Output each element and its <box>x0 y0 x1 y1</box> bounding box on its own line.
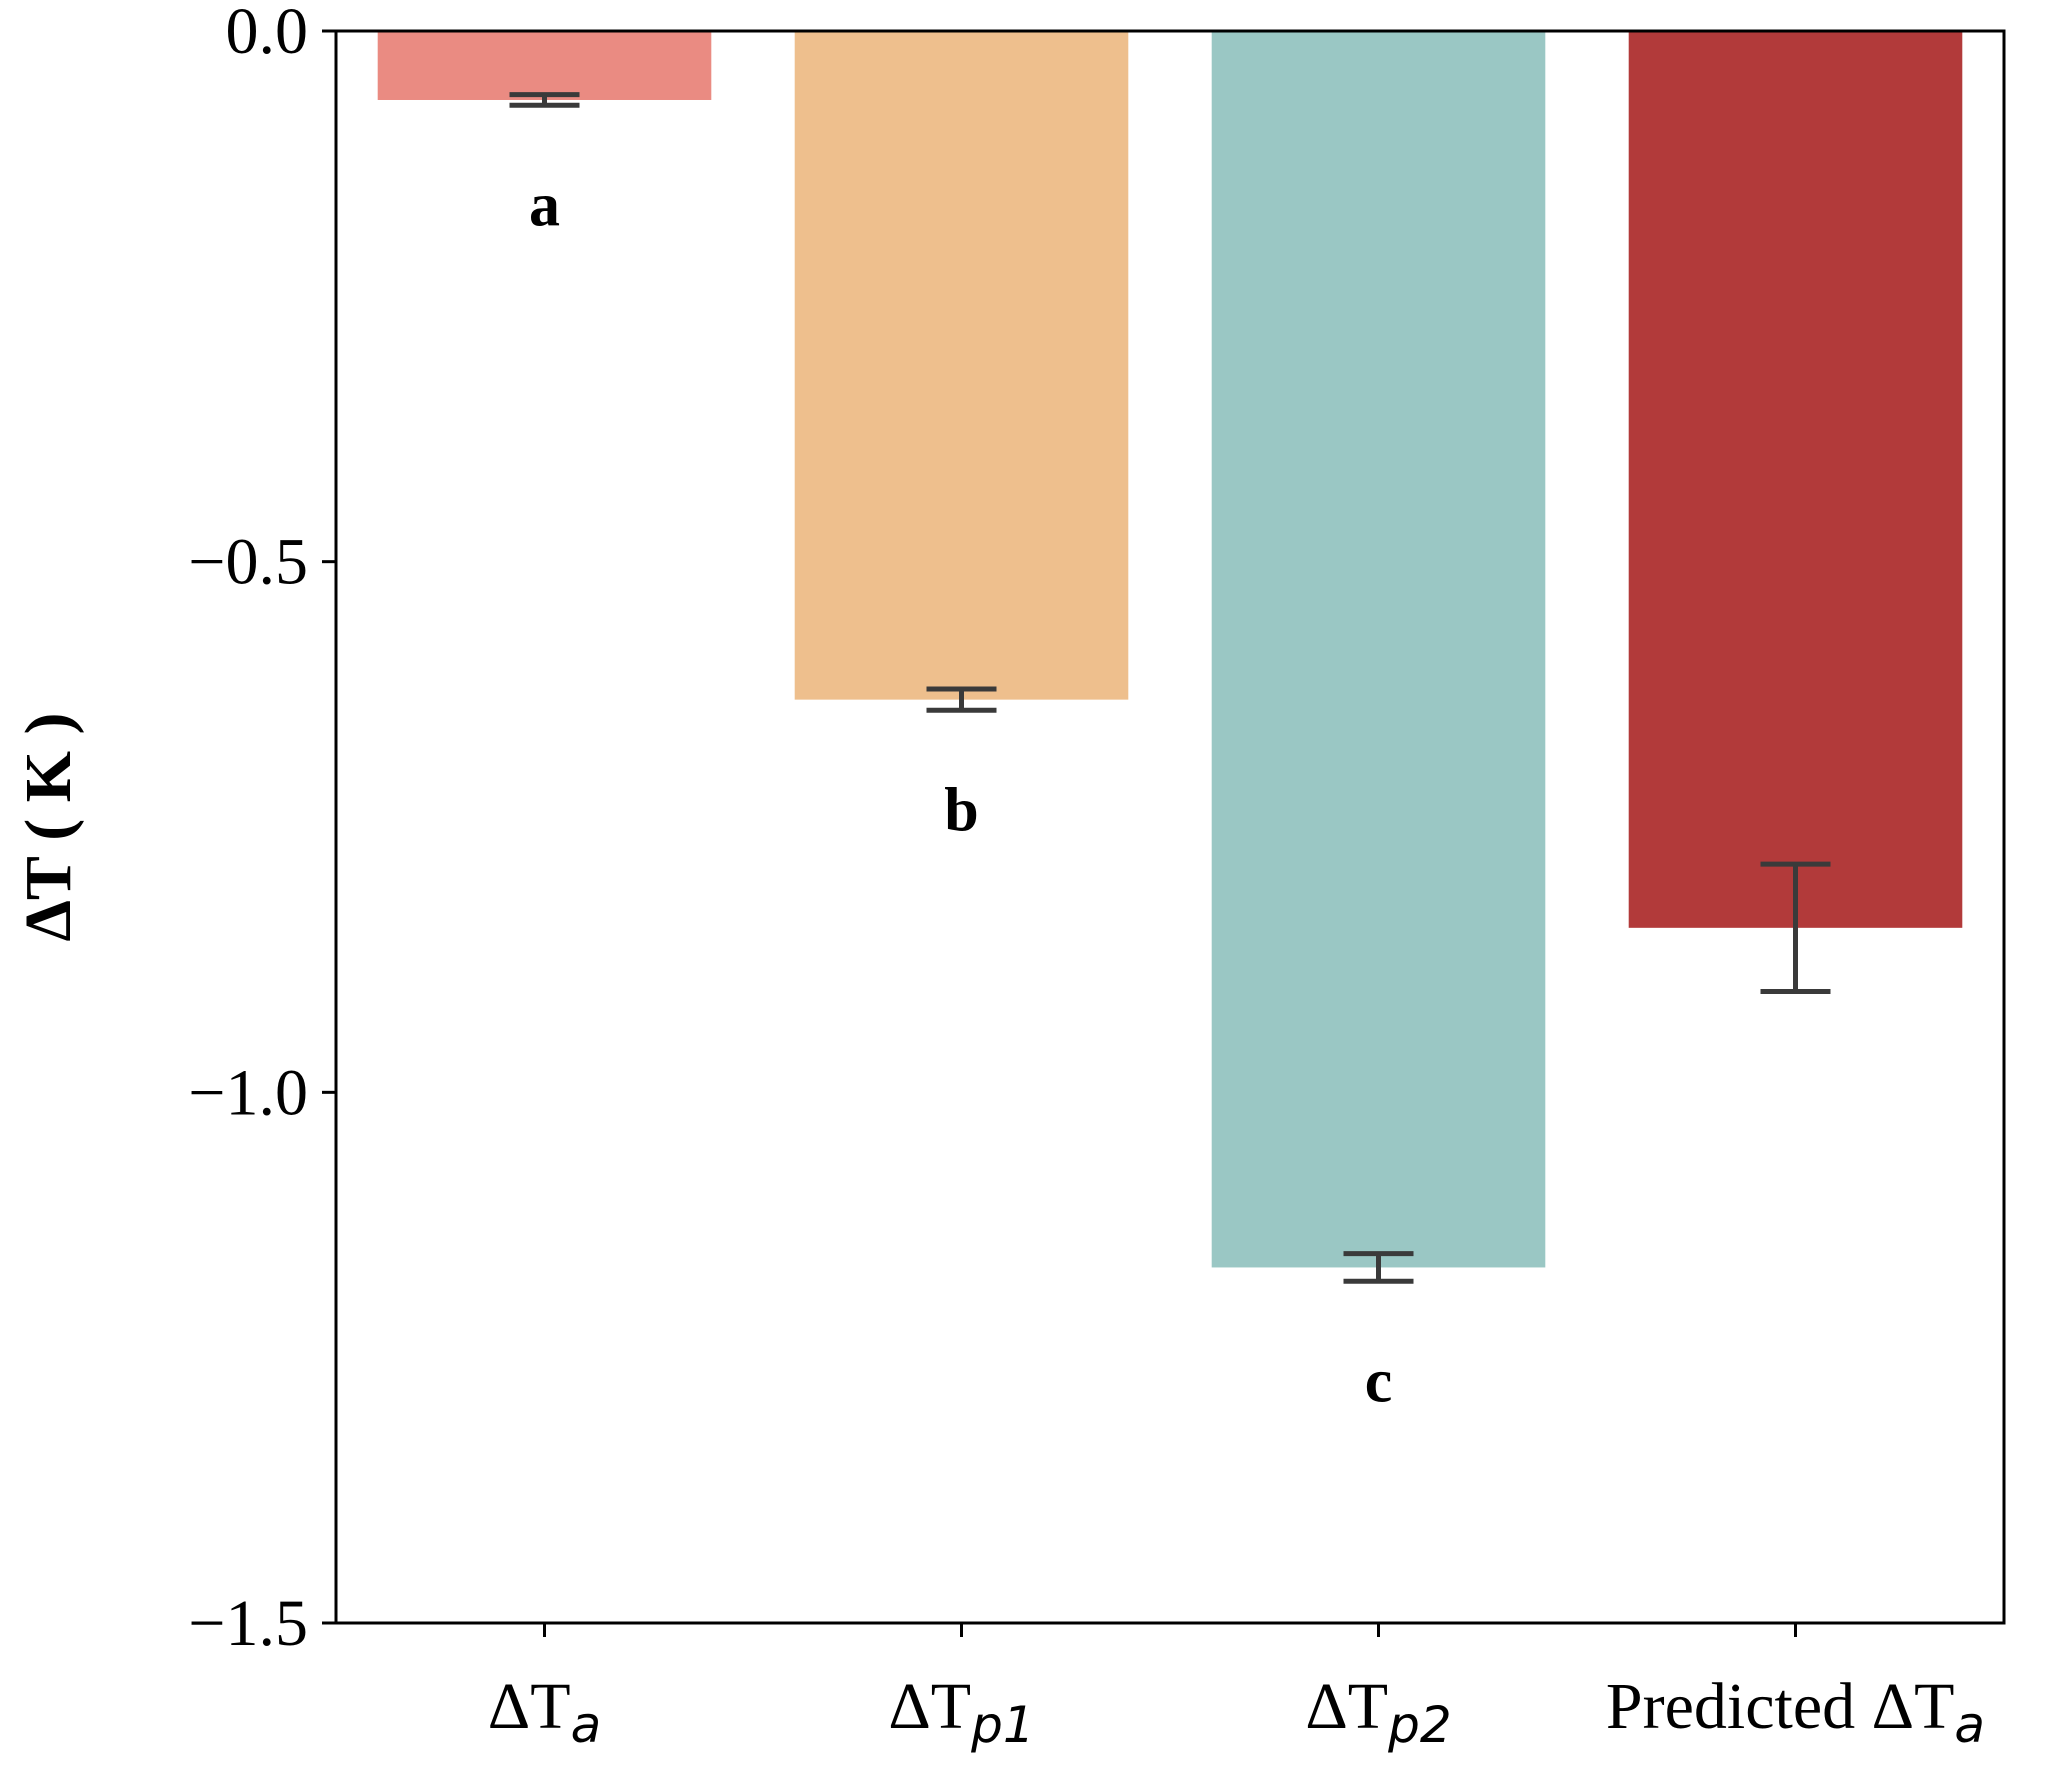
bar-2 <box>1211 31 1546 1268</box>
x-tick-label-subscript: a <box>1954 1696 1985 1754</box>
x-tick-label-subscript: a <box>571 1696 602 1754</box>
x-tick-label-base: ΔT <box>888 1670 971 1743</box>
significance-label-1: b <box>944 776 978 844</box>
bar-1 <box>794 31 1129 700</box>
significance-labels-layer: a b c <box>529 171 1392 1415</box>
bar-3 <box>1628 31 1963 928</box>
x-tick-label-base: ΔT <box>1305 1670 1388 1743</box>
error-bar-1 <box>926 686 997 713</box>
x-tick-label-subscript: p2 <box>1387 1696 1452 1754</box>
x-tick-label-3: Predicted ΔTa <box>1606 1670 1985 1754</box>
error-bars-layer <box>509 92 1831 1284</box>
error-bar-3 <box>1760 861 1831 995</box>
x-axis-ticks: ΔTa ΔTp1 ΔTp2 Predicted ΔTa <box>488 1623 1985 1754</box>
x-tick-label-base: Predicted ΔT <box>1606 1670 1955 1743</box>
bar-0 <box>377 31 712 100</box>
y-tick-label-0: 0.0 <box>226 0 309 68</box>
x-tick-label-base: ΔT <box>488 1670 571 1743</box>
x-tick-label-2: ΔTp2 <box>1305 1670 1451 1754</box>
y-tick-label-1: −0.5 <box>188 526 308 599</box>
bars-layer <box>377 31 1963 1268</box>
y-axis-label: ΔT ( K ) <box>12 712 85 941</box>
error-bar-0 <box>509 92 580 108</box>
error-bar-2 <box>1343 1251 1414 1284</box>
significance-label-2: c <box>1365 1347 1393 1415</box>
x-tick-label-0: ΔTa <box>488 1670 601 1754</box>
y-tick-label-2: −1.0 <box>188 1056 308 1129</box>
axes-frame <box>334 29 2006 1625</box>
x-tick-label-1: ΔTp1 <box>888 1670 1034 1754</box>
x-tick-label-subscript: p1 <box>970 1696 1035 1754</box>
significance-label-0: a <box>529 171 560 239</box>
y-axis-ticks: 0.0 −0.5 −1.0 −1.5 <box>188 0 336 1660</box>
y-tick-label-3: −1.5 <box>188 1587 308 1660</box>
